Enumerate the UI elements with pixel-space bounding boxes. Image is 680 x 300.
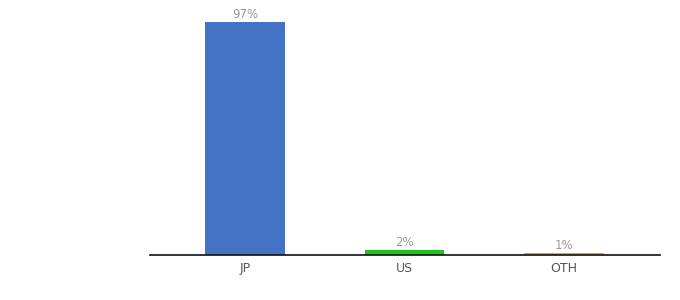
Bar xyxy=(205,22,285,255)
Text: 1%: 1% xyxy=(555,239,573,252)
Text: 2%: 2% xyxy=(395,236,414,250)
Bar xyxy=(364,250,445,255)
Bar xyxy=(524,253,604,255)
Text: 97%: 97% xyxy=(232,8,258,21)
